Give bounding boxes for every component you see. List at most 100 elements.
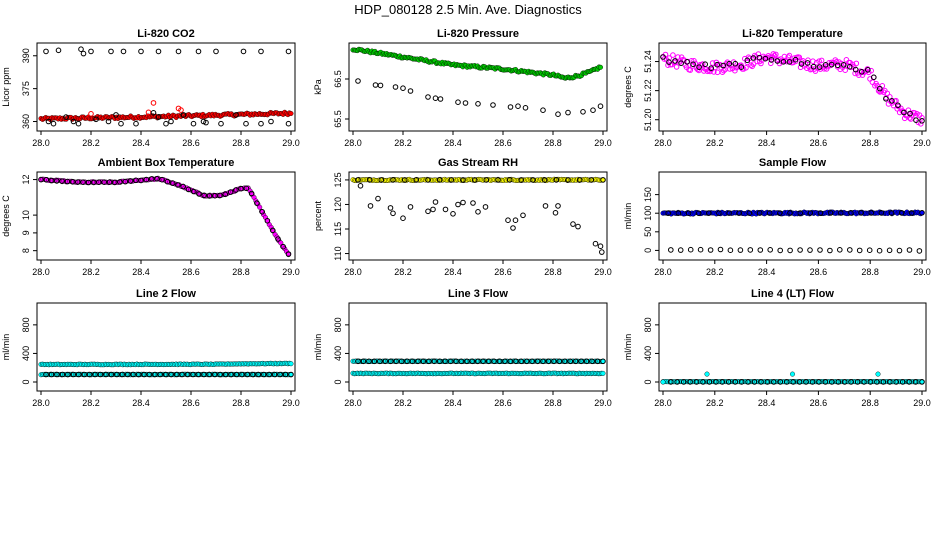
y-axis-label: ml/min [313,334,323,361]
y-tick-label: 400 [333,346,343,361]
data-point [829,379,835,385]
data-point [668,247,674,253]
x-tick-label: 28.8 [232,398,250,408]
data-point [787,210,793,216]
data-point [155,48,162,55]
data-point [387,358,394,365]
series-sample-flow-zero [668,246,923,254]
x-tick-label: 28.6 [494,138,512,148]
y-tick-label: 10 [21,210,31,220]
x-tick-label: 29.0 [913,267,931,277]
data-point [878,88,884,95]
y-tick-label: 51.22 [643,79,653,102]
data-point [442,206,449,213]
data-point [285,251,292,257]
data-point [838,210,844,216]
data-point [442,358,448,365]
data-point [152,371,158,378]
x-tick-label: 28.6 [810,138,828,148]
data-point [393,358,399,365]
series-line3-black [355,358,606,365]
y-axis-label: ml/min [1,334,11,361]
data-point [475,358,481,365]
data-point [588,177,595,183]
data-point [431,358,438,365]
chart-sample-flow: Sample Flow ml/min 0 50 100 150 28.0 28.2 28.4 28… [623,157,931,277]
data-point [357,183,364,189]
data-point [828,61,835,68]
data-point [206,193,213,199]
y-tick-label: 0 [333,379,343,384]
data-point [206,371,213,378]
data-point [909,210,915,216]
data-point [75,179,81,185]
data-point [848,379,854,385]
data-point [859,69,865,75]
data-point [462,100,469,106]
data-point [575,223,581,230]
data-point [150,100,157,106]
series-sample-flow-dense [660,209,925,217]
x-tick-label: 28.8 [861,267,879,277]
data-point [842,67,849,73]
data-point [678,60,684,67]
data-point [103,371,109,378]
y-tick-label: 51.20 [643,108,653,131]
data-point [455,201,461,208]
data-point [195,371,202,378]
data-point [404,358,410,365]
data-point [259,209,266,215]
data-point [687,246,694,253]
x-tick-label: 28.4 [132,138,150,148]
data-point [600,177,606,183]
data-point [878,210,885,216]
data-point [280,243,287,250]
data-point [906,379,912,385]
data-point [415,358,421,365]
data-point [727,247,734,253]
data-point [714,61,721,68]
data-point [804,60,811,66]
data-point [796,54,803,61]
series-pressure-dense [350,46,604,81]
data-point [573,358,579,365]
data-point [827,210,834,216]
data-point [780,59,787,65]
data-point [556,358,563,365]
data-point [875,371,881,377]
y-tick-label: 9 [21,230,31,235]
data-point [660,379,666,385]
data-point [407,88,414,94]
data-point [738,379,745,385]
series-line3-cyan-low [350,370,606,377]
y-tick-label: 400 [21,346,31,361]
data-point [157,371,164,378]
y-tick-label: 115 [333,222,343,236]
chart-pressure: Li-820 Pressure kPa 65.5 66.5 28.0 28.2 28.4 28… [313,28,612,148]
x-tick-label: 28.8 [861,138,879,148]
data-point [70,118,77,125]
data-point [916,248,923,254]
data-point [542,203,549,209]
data-point [133,120,139,127]
data-point [485,358,492,365]
x-tick-label: 28.0 [654,138,672,148]
data-point [567,358,574,365]
data-point [78,46,84,53]
x-tick-label: 28.4 [444,398,462,408]
data-point [848,210,854,216]
data-point [75,371,82,378]
x-tick-label: 28.4 [444,267,462,277]
data-point [218,120,224,127]
data-point [111,179,118,186]
data-point [515,103,521,109]
series-line2-black [43,371,294,378]
data-point [254,200,260,206]
data-point [159,176,165,183]
data-point [184,371,191,378]
data-point [666,59,672,65]
data-point [702,61,709,67]
data-point [227,189,234,195]
data-point [496,358,503,365]
data-point [240,48,247,55]
